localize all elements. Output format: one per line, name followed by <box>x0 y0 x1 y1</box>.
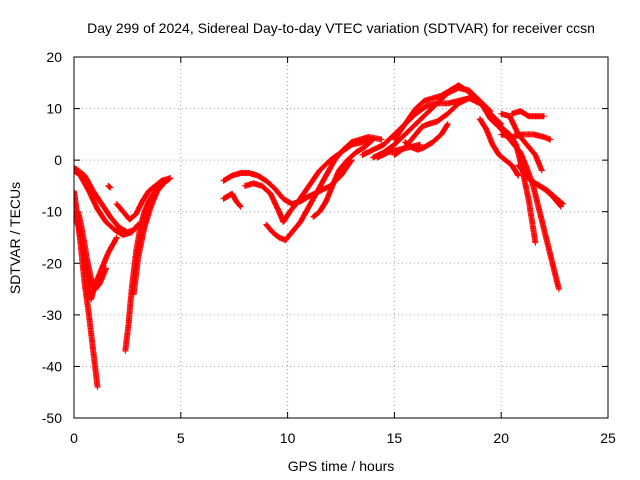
data-series <box>74 82 567 391</box>
y-axis-title: SDTVAR / TECUs <box>7 182 23 294</box>
series-arc-18 <box>391 82 490 143</box>
plot-frame <box>73 56 609 419</box>
y-tick-label: 0 <box>54 152 62 168</box>
grid-lines <box>74 57 608 418</box>
y-tick-label: -50 <box>42 410 62 426</box>
series-arc-14 <box>310 136 376 220</box>
plot-area <box>74 82 567 391</box>
series-markers <box>74 164 137 236</box>
chart-title: Day 299 of 2024, Sidereal Day-to-day VTE… <box>87 20 595 36</box>
x-tick-label: 10 <box>280 430 296 446</box>
series-arc-04 <box>74 164 137 236</box>
x-tick-label: 25 <box>600 430 616 446</box>
y-tick-label: -40 <box>42 358 62 374</box>
series-arc-05 <box>74 167 142 238</box>
tick-labels: 0 5 10 15 20 25 -50 -40 -30 -20 -10 0 10 20 <box>42 49 616 446</box>
series-arc-09 <box>130 175 174 298</box>
series-markers <box>74 208 120 303</box>
series-markers <box>498 131 554 143</box>
series-markers <box>122 175 174 354</box>
series-arc-20 <box>374 141 423 161</box>
series-arc-06 <box>105 182 114 191</box>
x-axis-title: GPS time / hours <box>288 458 395 474</box>
series-markers <box>105 182 114 191</box>
series-arc-08 <box>122 175 174 354</box>
series-arc-28 <box>519 167 567 207</box>
x-tick-label: 15 <box>387 430 403 446</box>
series-arc-25 <box>508 108 547 120</box>
y-tick-label: 10 <box>46 101 62 117</box>
series-arc-21 <box>476 115 522 179</box>
y-tick-label: 20 <box>46 49 62 65</box>
x-tick-label: 5 <box>177 430 185 446</box>
series-arc-10 <box>220 190 244 210</box>
series-markers <box>310 136 376 220</box>
y-tick-label: -20 <box>42 255 62 271</box>
series-markers <box>220 190 244 210</box>
x-tick-label: 0 <box>70 430 78 446</box>
series-markers <box>74 167 142 238</box>
series-markers <box>374 141 423 161</box>
x-tick-label: 20 <box>493 430 509 446</box>
series-arc-13 <box>263 133 385 244</box>
series-markers <box>476 115 522 179</box>
series-markers <box>391 82 490 143</box>
series-markers <box>130 175 174 298</box>
axis-ticks <box>73 56 609 419</box>
y-tick-label: -30 <box>42 307 62 323</box>
series-markers <box>508 108 547 120</box>
series-arc-03 <box>74 208 120 303</box>
series-markers <box>263 133 385 244</box>
series-markers <box>519 167 567 207</box>
y-tick-label: -10 <box>42 204 62 220</box>
series-arc-26 <box>498 131 554 143</box>
